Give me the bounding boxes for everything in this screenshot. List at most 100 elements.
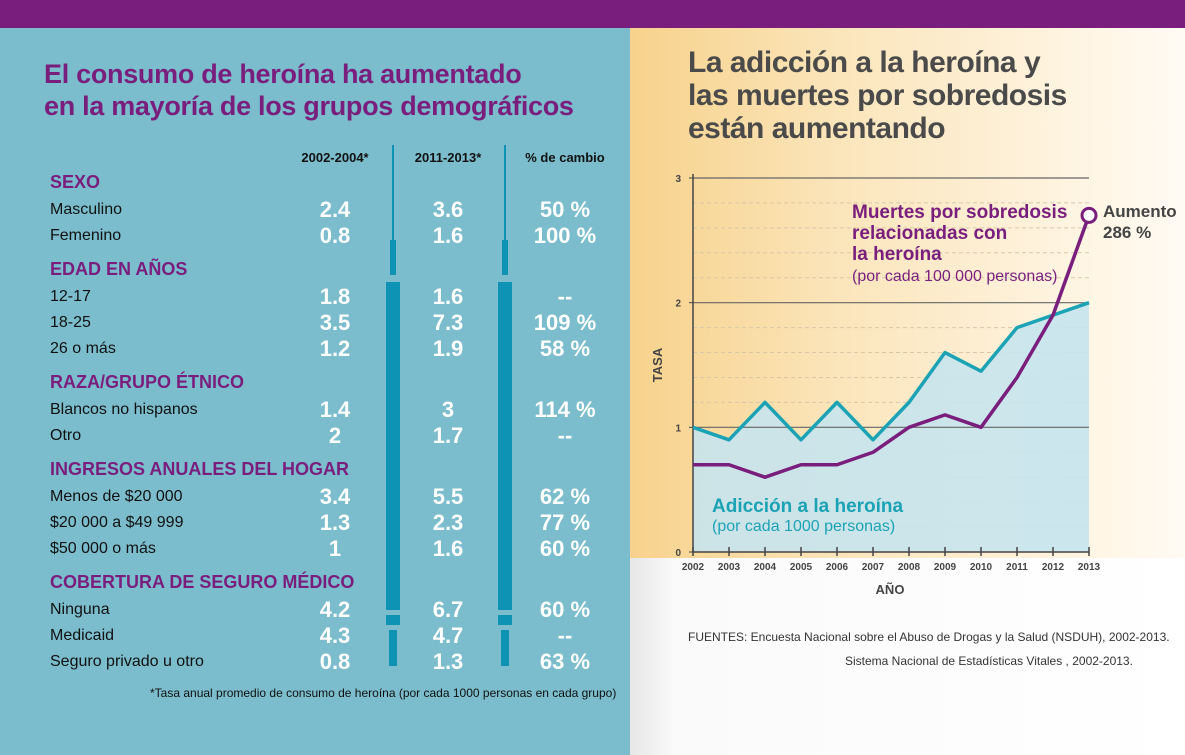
table-row: Blancos no hispanos 1.4 3 114 %	[0, 397, 630, 423]
row-label: Masculino	[50, 201, 123, 218]
percent-change: 63 %	[539, 649, 591, 674]
row-label: 26 o más	[50, 340, 116, 357]
x-tick-label: 2011	[1006, 562, 1028, 573]
divider	[502, 240, 508, 275]
y-tick-label: 1	[675, 423, 681, 434]
x-axis-label: AÑO	[876, 582, 905, 597]
section-title: COBERTURA DE SEGURO MÉDICO	[50, 572, 355, 592]
x-tick-label: 2003	[718, 562, 741, 573]
column-header: 2011-2013*	[414, 150, 482, 165]
divider	[392, 145, 394, 240]
title-line: La adicción a la heroína y	[688, 46, 1041, 79]
section-title: SEXO	[50, 172, 101, 192]
y-tick-label: 0	[675, 548, 681, 559]
left-panel	[0, 28, 630, 755]
row-label: Blancos no hispanos	[50, 401, 198, 418]
series-label: Adicción a la heroína	[712, 496, 904, 517]
y-axis-label: TASA	[650, 347, 665, 382]
series-line-0	[692, 301, 1090, 442]
value-2002-2004: 1.8	[319, 284, 351, 309]
divider	[501, 630, 509, 666]
series-label: Muertes por sobredosis	[852, 202, 1067, 223]
value-2011-2013: 3	[441, 397, 455, 422]
table-row: Otro 2 1.7 --	[0, 423, 630, 449]
percent-change: 109 %	[533, 310, 597, 335]
sources-line: Sistema Nacional de Estadísticas Vitales…	[845, 654, 1133, 668]
value-2002-2004: 2	[328, 423, 342, 448]
table-row: 12-17 1.8 1.6 --	[0, 284, 630, 310]
title-line: están aumentando	[688, 112, 946, 145]
x-tick-label: 2008	[898, 562, 921, 573]
percent-change: --	[557, 423, 573, 448]
row-label: Medicaid	[50, 627, 115, 644]
row-label: Ninguna	[50, 601, 110, 618]
divider	[498, 615, 512, 625]
footnote: *Tasa anual promedio de consumo de heroí…	[150, 686, 617, 700]
divider	[389, 630, 397, 666]
value-2002-2004: 0.8	[319, 223, 351, 248]
endpoint-marker	[1080, 206, 1098, 224]
table-row: Menos de $20 000 3.4 5.5 62 %	[0, 484, 630, 510]
divider	[386, 282, 400, 610]
series-sublabel: (por cada 1000 personas)	[712, 518, 895, 535]
row-label: $50 000 o más	[50, 540, 156, 557]
table-row: $20 000 a $49 999 1.3 2.3 77 %	[0, 510, 630, 536]
row-label: Menos de $20 000	[50, 488, 183, 505]
table-row: 26 o más 1.2 1.9 58 %	[0, 336, 630, 362]
percent-change: 100 %	[533, 223, 597, 248]
value-2011-2013: 6.7	[432, 597, 464, 622]
percent-change: 62 %	[539, 484, 591, 509]
section-header: SEXO	[0, 170, 630, 196]
percent-change: 50 %	[539, 197, 591, 222]
row-label: Femenino	[50, 227, 122, 244]
section-title: RAZA/GRUPO ÉTNICO	[50, 372, 245, 392]
divider	[498, 282, 512, 610]
value-2011-2013: 5.5	[432, 484, 464, 509]
row-label: 18-25	[50, 314, 91, 331]
row-label: 12-17	[50, 288, 91, 305]
section-header: RAZA/GRUPO ÉTNICO	[0, 370, 630, 396]
section-header: COBERTURA DE SEGURO MÉDICO	[0, 570, 630, 596]
divider	[386, 615, 400, 625]
value-2002-2004: 2.4	[319, 197, 351, 222]
value-2011-2013: 4.7	[432, 623, 464, 648]
title-line: las muertes por sobredosis	[688, 79, 1067, 112]
value-2011-2013: 1.7	[432, 423, 464, 448]
divider	[504, 145, 506, 240]
table-row: Masculino 2.4 3.6 50 %	[0, 197, 630, 223]
x-tick-label: 2010	[970, 562, 993, 573]
right-lower-panel	[630, 558, 1185, 755]
value-2011-2013: 3.6	[432, 197, 464, 222]
table-row: Seguro privado u otro 0.8 1.3 63 %	[0, 649, 630, 675]
table-row: Medicaid 4.3 4.7 --	[0, 623, 630, 649]
table-row: $50 000 o más 1 1.6 60 %	[0, 536, 630, 562]
percent-change: 58 %	[539, 336, 591, 361]
x-tick-label: 2006	[826, 562, 849, 573]
percent-change: --	[557, 284, 573, 309]
value-2011-2013: 1.6	[432, 223, 464, 248]
value-2002-2004: 1.3	[319, 510, 351, 535]
value-2002-2004: 3.5	[319, 310, 351, 335]
x-tick-label: 2012	[1042, 562, 1065, 573]
table-title: El consumo de heroína ha aumentado en la…	[44, 58, 574, 122]
value-2011-2013: 1.3	[432, 649, 464, 674]
section-header: INGRESOS ANUALES DEL HOGAR	[0, 457, 630, 483]
y-tick-label: 3	[675, 174, 681, 185]
value-2011-2013: 1.6	[432, 284, 464, 309]
x-tick-label: 2005	[790, 562, 813, 573]
top-bar	[0, 0, 1185, 28]
percent-change: 77 %	[539, 510, 591, 535]
sources-line: FUENTES: Encuesta Nacional sobre el Abus…	[688, 630, 1170, 644]
x-tick-label: 2009	[934, 562, 957, 573]
value-2011-2013: 1.6	[432, 536, 464, 561]
value-2002-2004: 4.2	[319, 597, 351, 622]
series-label: la heroína	[852, 244, 942, 265]
x-tick-label: 2004	[754, 562, 777, 573]
row-label: $20 000 a $49 999	[50, 514, 184, 531]
chart-title: La adicción a la heroína y las muertes p…	[688, 46, 1067, 145]
section-title: EDAD EN AÑOS	[50, 259, 188, 279]
table-row: Ninguna 4.2 6.7 60 %	[0, 597, 630, 623]
row-label: Otro	[50, 427, 82, 444]
series-sublabel: (por cada 100 000 personas)	[852, 268, 1057, 285]
value-2011-2013: 2.3	[432, 510, 464, 535]
